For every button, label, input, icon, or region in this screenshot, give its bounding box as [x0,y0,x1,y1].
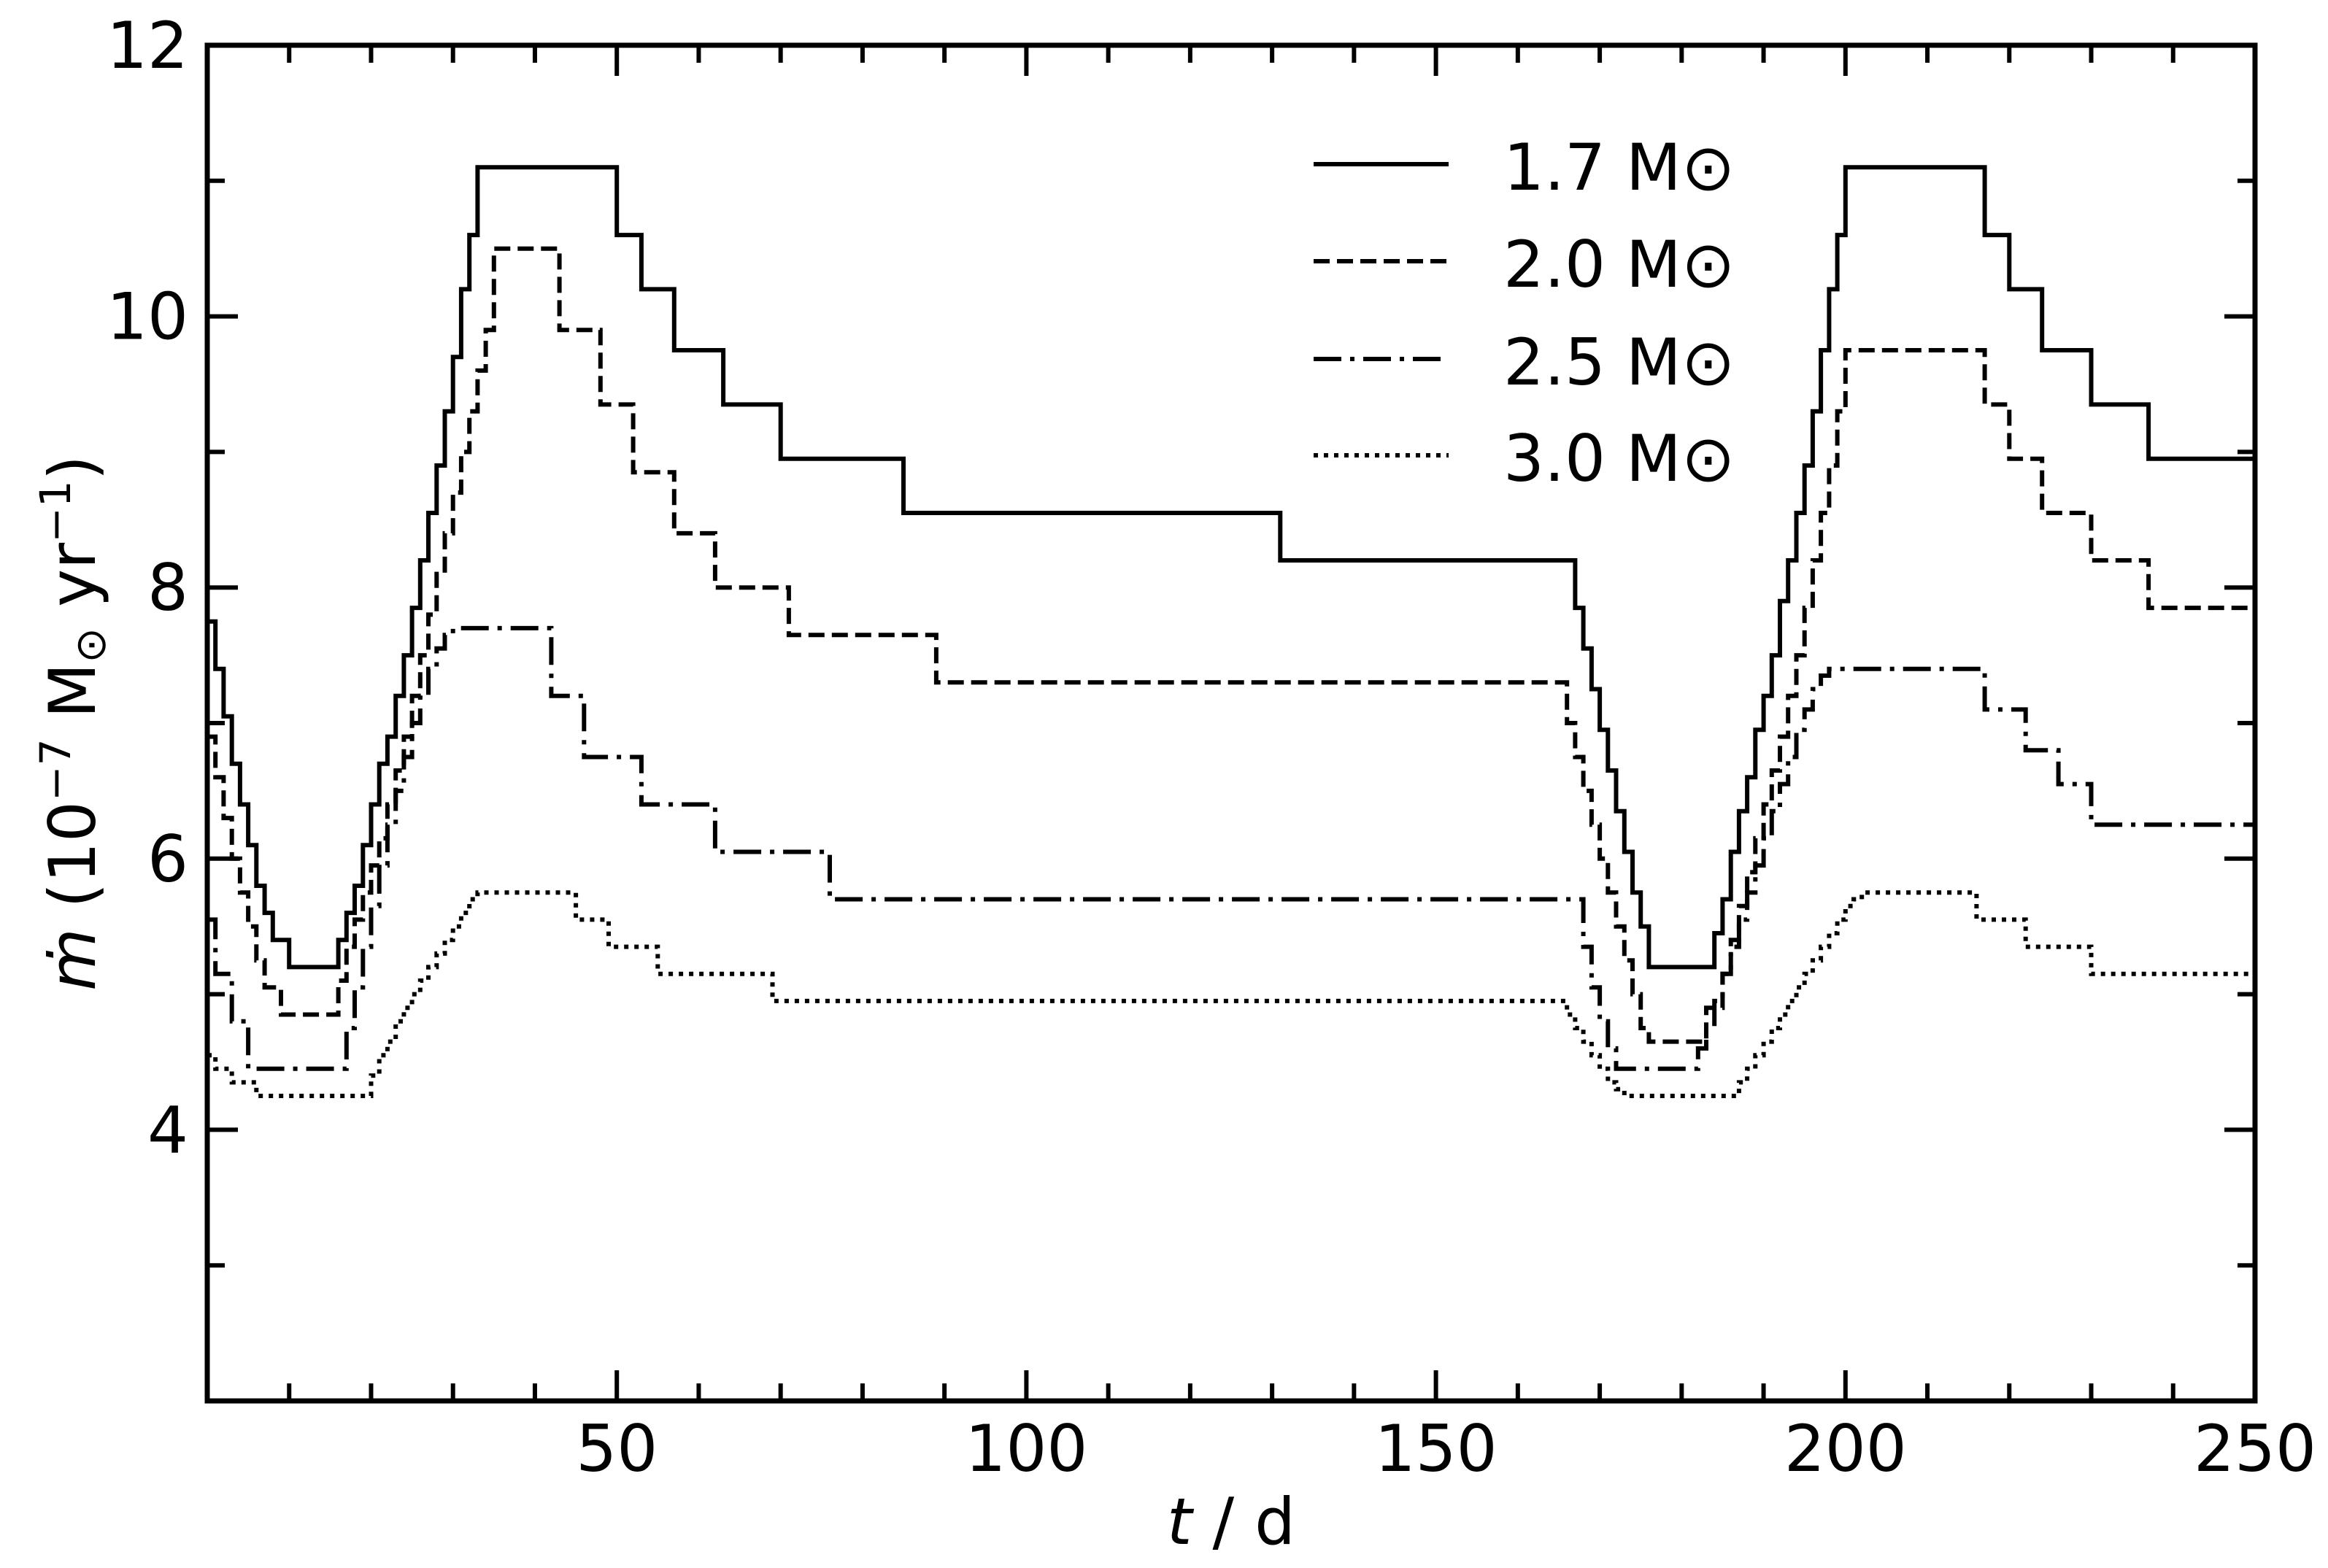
y-axis-label-suffix: ) [35,455,110,480]
y-axis-label-exp1: −7 [31,739,80,802]
legend-label: 2.5 M⊙ [1503,325,1735,400]
y-tick-label: 12 [107,8,188,83]
legend-label: 2.0 M⊙ [1503,227,1735,302]
y-axis-label-yr: yr [35,542,110,627]
x-tick-label: 50 [576,1411,658,1486]
series-line-0 [207,165,2257,970]
series-line-1 [207,246,2255,1044]
x-axis-label: t / d [1167,1484,1295,1559]
y-axis-label-symbol: ṁ [35,928,110,991]
axis-ticks [207,43,2257,1401]
axis-tick-labels: 50 100 150 200 250 4 6 8 10 12 [107,8,2316,1486]
y-axis-label-exp2: −1 [31,480,80,543]
legend-entry: 2.0 M⊙ [1314,227,1735,302]
legend-label: 3.0 M⊙ [1503,421,1735,496]
y-tick-label: 10 [107,279,188,355]
y-axis-label-sun: ⊙ [66,627,115,663]
legend-entry: 3.0 M⊙ [1314,421,1735,496]
x-tick-label: 150 [1375,1411,1498,1486]
legend: 1.7 M⊙ 2.0 M⊙ 2.5 M⊙ 3.0 M⊙ [1314,130,1735,496]
y-axis-label-prefix: (10 [35,801,110,928]
plot-frame [204,42,2258,1404]
y-tick-label: 8 [147,550,188,625]
y-tick-label: 4 [147,1092,188,1167]
x-axis-label-unit: / d [1192,1484,1295,1559]
y-axis-label-mass: M [35,663,110,739]
x-tick-label: 250 [2194,1411,2316,1486]
y-tick-label: 6 [147,822,188,897]
x-tick-label: 100 [965,1411,1087,1486]
legend-entry: 2.5 M⊙ [1314,325,1735,400]
x-tick-label: 200 [1784,1411,1907,1486]
legend-label: 1.7 M⊙ [1503,130,1735,205]
series-line-3 [207,890,2257,1098]
legend-entry: 1.7 M⊙ [1314,130,1735,205]
x-axis-label-symbol: t [1167,1484,1195,1559]
y-axis-label: ṁ (10−7 M⊙ yr−1) [31,455,115,991]
series-layer [207,165,2257,1098]
series-line-2 [207,625,2257,1071]
